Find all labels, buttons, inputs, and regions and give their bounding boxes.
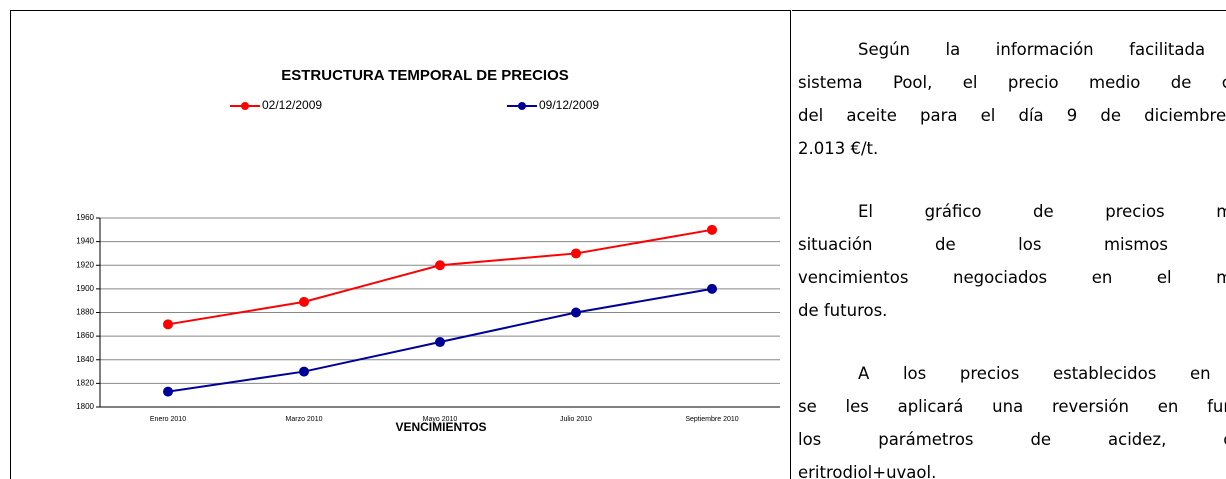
paragraph: A los precios establecidos en MF se les a… — [798, 357, 1226, 479]
y-tick-label: 1940 — [76, 237, 94, 246]
text-cell: Según la información facilitada por siste… — [792, 10, 1226, 479]
data-point — [571, 307, 581, 318]
chart-title: ESTRUCTURA TEMPORAL DE PRECIOS — [281, 67, 569, 84]
data-point — [163, 319, 173, 330]
legend-label: 02/12/2009 — [262, 98, 322, 112]
y-tick-label: 1960 — [76, 213, 94, 222]
data-point — [299, 366, 309, 377]
y-tick-label: 1900 — [76, 284, 94, 293]
data-point — [435, 337, 445, 348]
x-tick-label: Julio 2010 — [560, 416, 592, 423]
text-line: los parámetros de acidez, ceras — [798, 430, 1226, 449]
data-point — [707, 283, 717, 294]
y-tick-label: 1880 — [76, 308, 94, 317]
legend-marker — [241, 102, 249, 110]
text-line: Según la información facilitada por — [858, 40, 1226, 59]
data-point — [707, 224, 717, 235]
x-tick-label: Septiembre 2010 — [685, 416, 738, 423]
x-tick-label: Mayo 2010 — [423, 416, 458, 423]
y-tick-label: 1820 — [76, 378, 94, 387]
y-tick-label: 1920 — [76, 260, 94, 269]
text-line: eritrodiol+uvaol. — [798, 463, 937, 479]
text-line: situación de los mismos para — [798, 235, 1226, 254]
text-line: vencimientos negociados en el merca — [798, 268, 1226, 287]
chart: ESTRUCTURA TEMPORAL DE PRECIOS 02/12/2009… — [76, 67, 780, 434]
paragraph: Según la información facilitada por siste… — [798, 33, 1226, 165]
text-line: se les aplicará una reversión en función — [798, 397, 1226, 416]
text-line: sistema Pool, el precio medio de conta — [798, 73, 1226, 92]
x-tick-label: Enero 2010 — [150, 416, 186, 423]
y-tick-label: 1800 — [76, 402, 94, 411]
series-line — [167, 228, 713, 326]
text-line: A los precios establecidos en MF — [858, 364, 1226, 383]
x-tick-label: Marzo 2010 — [286, 416, 323, 423]
data-point — [435, 260, 445, 271]
paragraph: El gráfico de precios marca situación de … — [798, 195, 1226, 327]
text-line: del aceite para el día 9 de diciembre es — [798, 106, 1226, 125]
text-line: de futuros. — [798, 301, 888, 320]
chart-cell: ESTRUCTURA TEMPORAL DE PRECIOS 02/12/2009… — [10, 10, 791, 479]
text-line: 2.013 €/t. — [798, 139, 879, 158]
data-point — [571, 248, 581, 259]
legend-label: 09/12/2009 — [539, 98, 599, 112]
y-tick-label: 1860 — [76, 331, 94, 340]
legend-marker — [518, 102, 526, 110]
data-point — [299, 296, 309, 307]
y-tick-label: 1840 — [76, 355, 94, 364]
x-axis-title: VENCIMIENTOS — [395, 420, 486, 434]
data-point — [163, 386, 173, 397]
text-line: El gráfico de precios marca — [858, 202, 1226, 221]
